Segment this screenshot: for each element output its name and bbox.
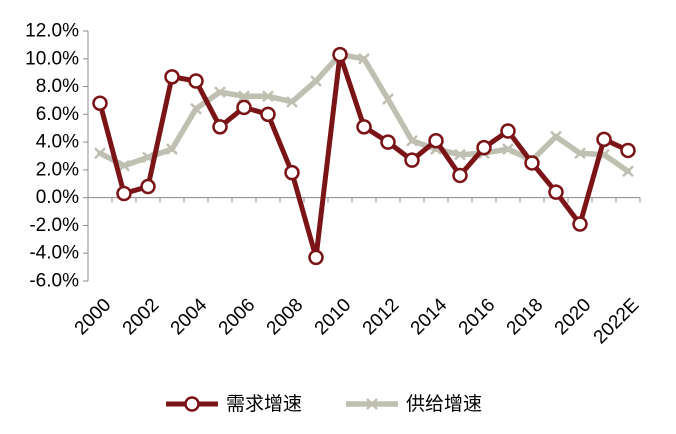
data-point bbox=[286, 95, 298, 108]
data-point bbox=[358, 52, 370, 65]
x-tick-label: 2016 bbox=[455, 295, 500, 340]
data-point bbox=[238, 90, 250, 103]
legend-marker bbox=[184, 396, 200, 412]
data-point bbox=[548, 184, 564, 200]
legend-item-supply: 供给增速 bbox=[346, 393, 482, 415]
data-point bbox=[406, 134, 418, 147]
data-point bbox=[382, 93, 394, 105]
y-tick-label: 0.0% bbox=[36, 187, 79, 208]
data-point bbox=[308, 249, 324, 266]
y-tick-label: 4.0% bbox=[36, 132, 79, 153]
series-demand bbox=[92, 46, 636, 266]
data-point bbox=[92, 95, 108, 111]
legend-label: 需求增速 bbox=[226, 393, 302, 415]
data-point bbox=[476, 139, 492, 156]
data-point bbox=[164, 69, 180, 85]
data-point bbox=[94, 147, 106, 160]
data-point bbox=[310, 75, 322, 87]
data-point bbox=[284, 164, 300, 181]
y-tick-label: -6.0% bbox=[29, 271, 79, 292]
legend-item-demand: 需求增速 bbox=[166, 393, 302, 415]
series-supply bbox=[94, 48, 634, 178]
series-line bbox=[97, 51, 631, 175]
data-point bbox=[188, 73, 204, 89]
data-point bbox=[574, 147, 586, 160]
data-point bbox=[620, 142, 636, 159]
data-point bbox=[190, 102, 202, 115]
data-point bbox=[380, 134, 396, 150]
series-layer bbox=[92, 46, 636, 266]
data-point bbox=[452, 167, 468, 184]
x-tick-label: 2006 bbox=[215, 295, 260, 340]
x-tick-label: 2018 bbox=[503, 295, 548, 340]
series-line bbox=[97, 52, 631, 260]
x-tick-label: 2004 bbox=[167, 294, 212, 339]
data-point bbox=[454, 148, 466, 161]
data-point bbox=[166, 143, 178, 155]
y-axis: -6.0% -4.0% -2.0% 0.0% 2.0% 4.0% 6.0% 8.0% 10.0%… bbox=[25, 21, 89, 292]
x-tick-label: 2002 bbox=[119, 295, 164, 340]
data-point bbox=[622, 165, 634, 178]
legend: 需求增速 供给增速 bbox=[166, 393, 482, 415]
data-point bbox=[116, 185, 132, 202]
data-point bbox=[524, 155, 540, 171]
data-point bbox=[236, 99, 252, 116]
data-point bbox=[118, 159, 130, 172]
data-point bbox=[260, 106, 276, 123]
legend-marker bbox=[366, 398, 378, 410]
data-point bbox=[214, 86, 226, 98]
data-point bbox=[502, 143, 514, 155]
y-tick-label: 2.0% bbox=[36, 159, 79, 180]
data-point bbox=[550, 130, 562, 143]
data-point bbox=[596, 131, 612, 148]
x-tick-label: 2000 bbox=[71, 295, 116, 340]
data-point bbox=[428, 132, 444, 149]
legend-label: 供给增速 bbox=[406, 393, 482, 415]
x-tick-label: 2020 bbox=[551, 295, 596, 340]
y-tick-label: 8.0% bbox=[36, 76, 79, 97]
data-point bbox=[404, 152, 420, 168]
data-point bbox=[212, 119, 228, 135]
y-tick-label: 10.0% bbox=[25, 48, 79, 69]
y-tick-label: -4.0% bbox=[29, 243, 79, 264]
x-tick-label: 2012 bbox=[359, 295, 404, 340]
y-tick-label: 6.0% bbox=[36, 104, 79, 125]
x-tick-label: 2014 bbox=[407, 294, 452, 339]
data-point bbox=[572, 216, 588, 232]
data-point bbox=[332, 46, 348, 63]
data-point bbox=[262, 90, 274, 103]
x-tick-label: 2022E bbox=[590, 295, 644, 349]
y-tick-label: 12.0% bbox=[25, 21, 79, 42]
x-tick-label: 2008 bbox=[263, 295, 308, 340]
data-point bbox=[356, 119, 372, 135]
x-tick-label: 2010 bbox=[311, 295, 356, 340]
y-tick-label: -2.0% bbox=[29, 215, 79, 236]
data-point bbox=[140, 178, 156, 195]
x-axis: 2000 2002 2004 2006 2008 2010 2012 2014 2016 2018… bbox=[71, 197, 644, 349]
data-point bbox=[500, 123, 516, 139]
